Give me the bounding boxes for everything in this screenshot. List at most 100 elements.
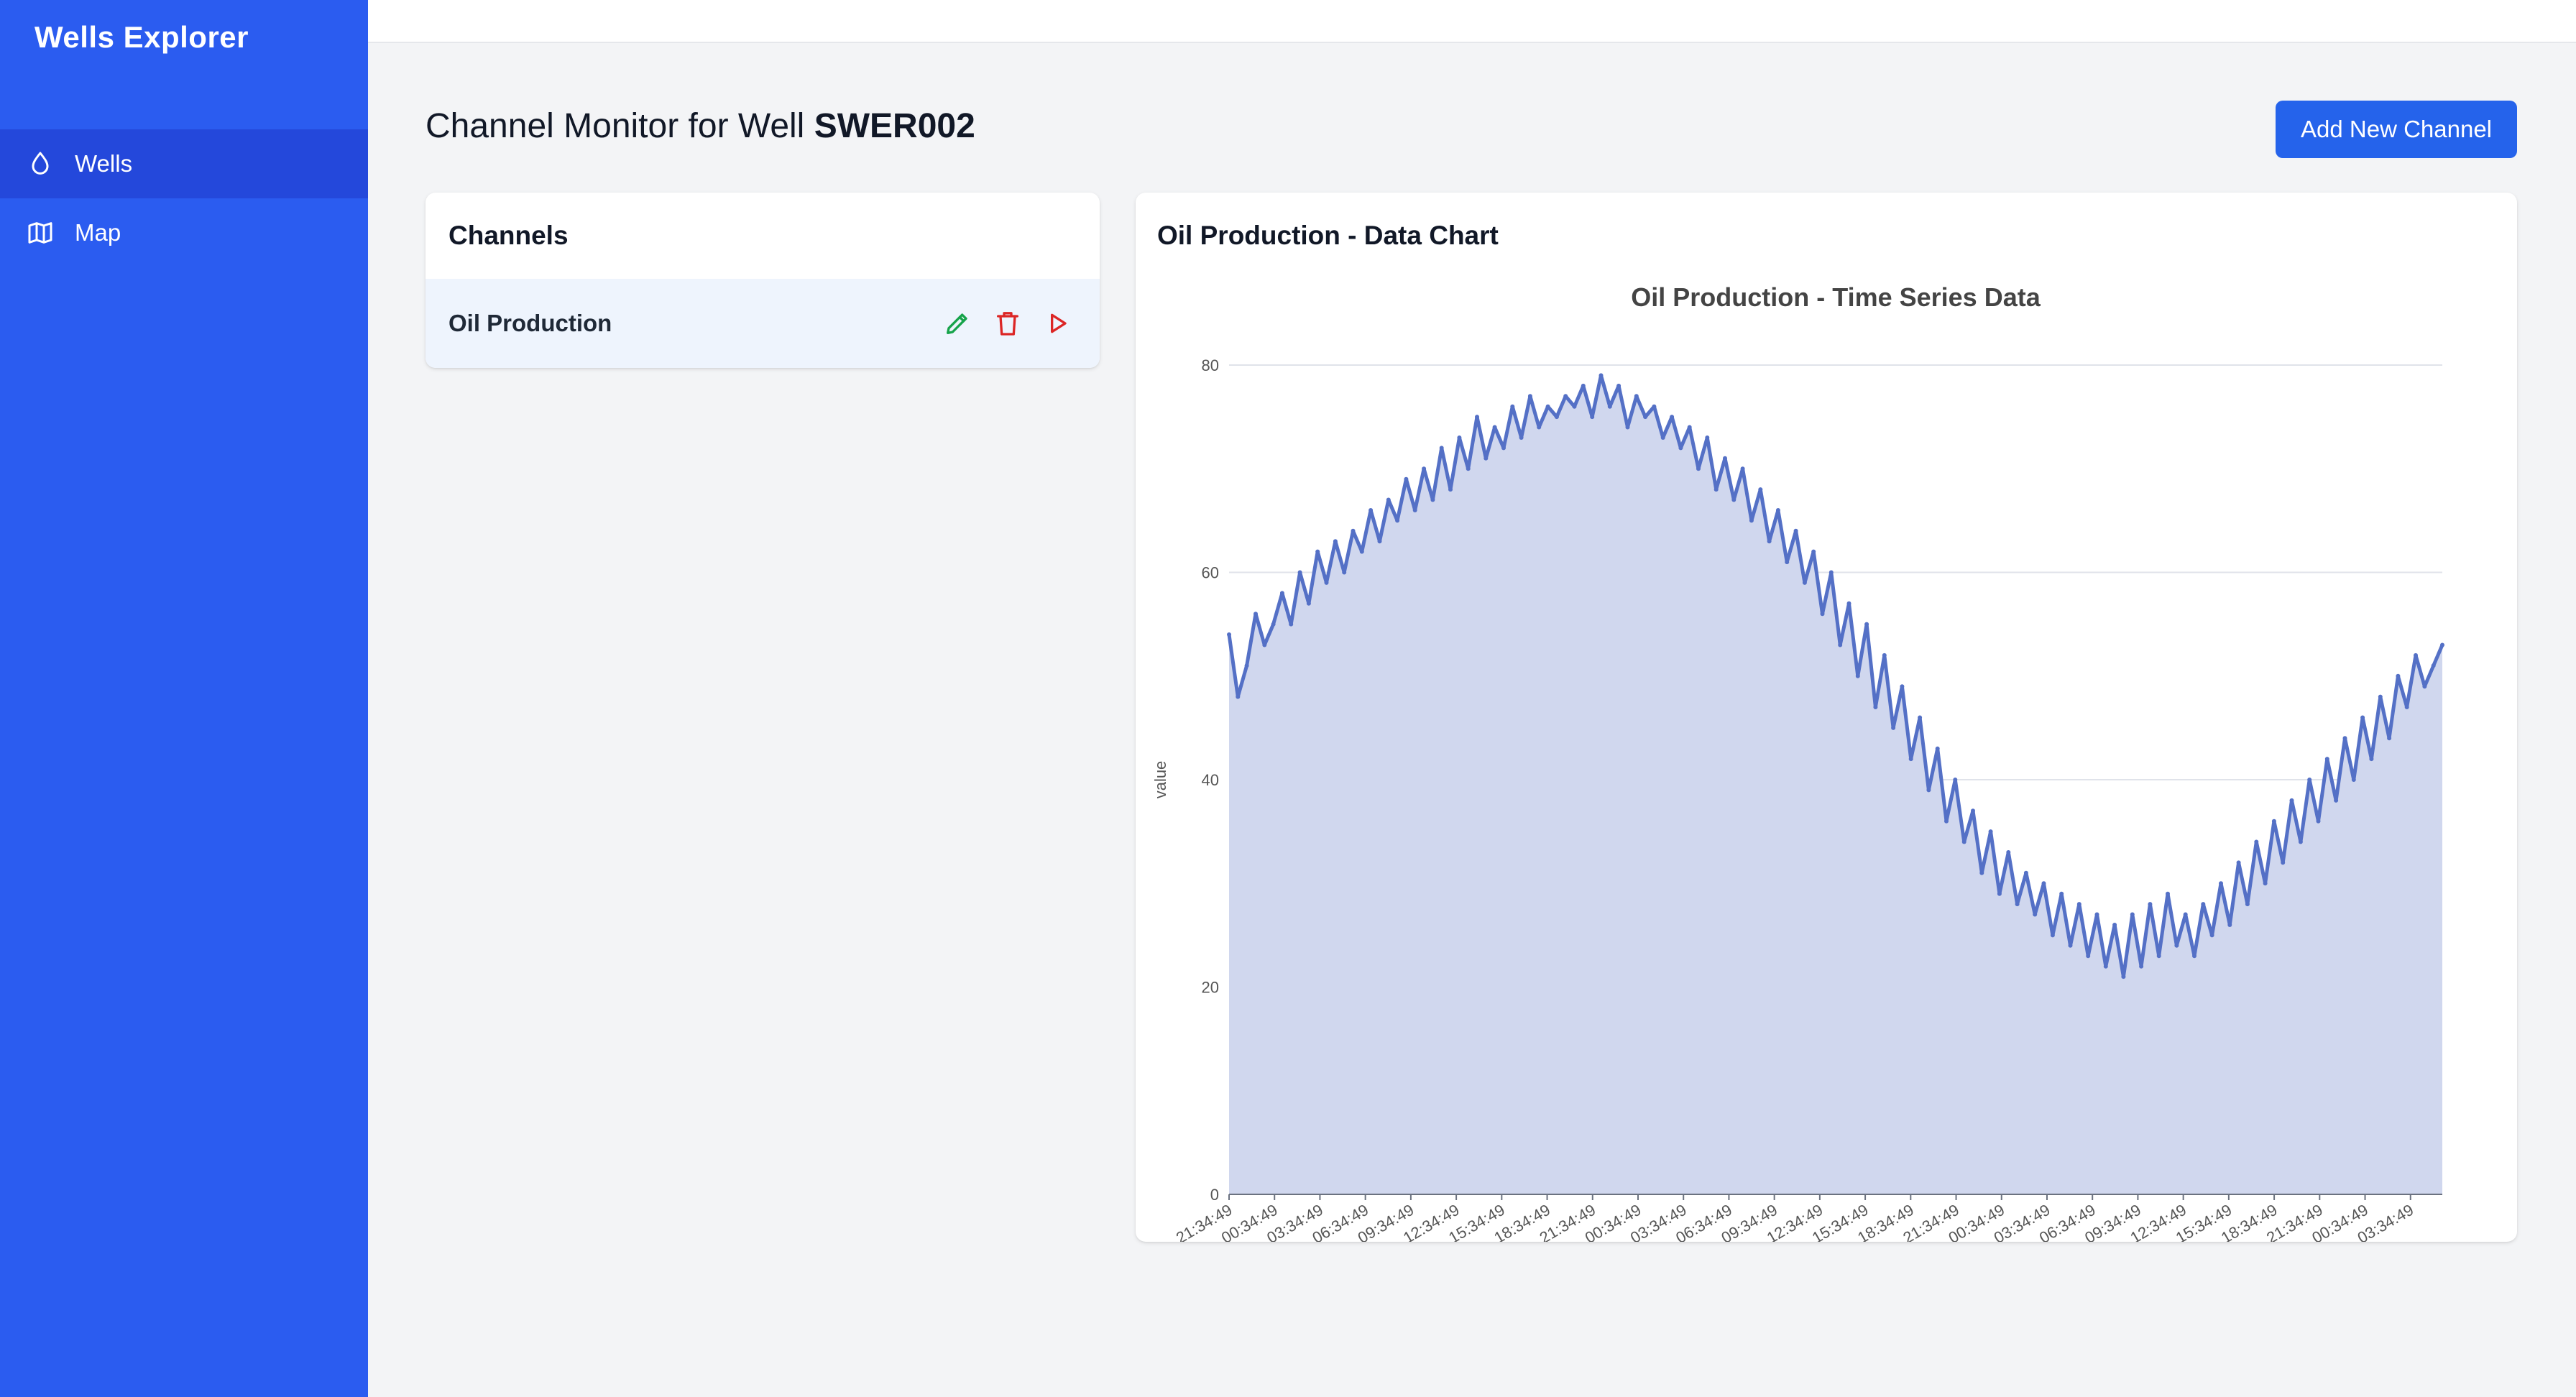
edit-icon[interactable] <box>942 308 973 339</box>
data-point <box>1244 663 1249 668</box>
data-point <box>2201 902 2206 907</box>
add-new-channel-button[interactable]: Add New Channel <box>2276 101 2517 158</box>
data-point <box>2263 881 2268 886</box>
data-point <box>2103 964 2108 969</box>
data-point <box>2342 736 2347 741</box>
data-point <box>1775 508 1780 512</box>
droplet-icon <box>24 148 56 180</box>
y-tick-label: 0 <box>1210 1186 1219 1204</box>
data-point <box>1236 694 1241 699</box>
data-point <box>2094 912 2099 917</box>
data-point <box>1315 549 1320 554</box>
data-point <box>1412 508 1417 512</box>
y-axis-label: value <box>1151 761 1169 799</box>
data-point <box>1634 394 1639 399</box>
data-point <box>2281 860 2286 865</box>
chart-title: Oil Production - Time Series Data <box>1631 282 2041 312</box>
data-point <box>1359 549 1364 554</box>
sidebar-item-label: Wells <box>75 150 133 177</box>
data-point <box>1820 612 1825 617</box>
data-point <box>2023 870 2028 875</box>
data-point <box>1572 404 1577 409</box>
data-point <box>1607 404 1612 409</box>
sidebar-item-map[interactable]: Map <box>0 198 368 267</box>
y-tick-label: 20 <box>1202 979 1219 997</box>
time-series-chart: Oil Production - Time Series Data 0 20 40 60… <box>1151 282 2444 1242</box>
data-point <box>1785 560 1790 565</box>
data-point <box>1935 746 1940 751</box>
data-point <box>1342 570 1347 575</box>
y-tick-label: 60 <box>1202 564 1219 582</box>
data-point <box>2006 850 2011 854</box>
data-point <box>2334 798 2339 803</box>
data-point <box>1873 705 1878 709</box>
data-point <box>1457 435 1462 440</box>
delete-icon[interactable] <box>992 308 1024 339</box>
data-point <box>1802 580 1807 585</box>
data-point <box>2050 933 2055 938</box>
channel-row[interactable]: Oil Production <box>426 279 1100 368</box>
y-tick-label: 40 <box>1202 771 1219 789</box>
channel-name: Oil Production <box>448 310 612 336</box>
data-point <box>1404 476 1409 481</box>
chart-card: Oil Production - Data Chart Oil Producti… <box>1136 193 2517 1242</box>
data-point <box>1900 684 1905 689</box>
play-icon[interactable] <box>1042 308 1074 339</box>
data-point <box>1324 580 1329 585</box>
data-point <box>1670 415 1675 420</box>
channels-card-title: Channels <box>448 221 569 250</box>
data-point <box>2271 819 2276 824</box>
data-point <box>1492 425 1497 430</box>
data-point <box>2316 819 2321 824</box>
data-point <box>2431 663 2436 668</box>
data-point <box>1475 415 1479 420</box>
data-point <box>2192 954 2196 959</box>
data-point <box>1793 528 1798 533</box>
data-point <box>2015 902 2020 907</box>
series-area <box>1229 375 2442 1194</box>
data-point <box>1828 570 1834 575</box>
data-point <box>1740 466 1745 471</box>
data-point <box>1368 508 1374 512</box>
app-brand: Wells Explorer <box>34 20 249 54</box>
sidebar-item-wells[interactable]: Wells <box>0 129 368 198</box>
data-point <box>1598 373 1604 378</box>
channels-card: Channels Oil Production <box>426 193 1100 368</box>
data-point <box>2130 912 2135 917</box>
data-point <box>2033 912 2038 917</box>
data-point <box>1386 497 1391 502</box>
data-point <box>1297 570 1302 575</box>
data-point <box>1377 539 1382 544</box>
data-point <box>2387 736 2392 741</box>
data-point <box>1545 404 1550 409</box>
data-point <box>1838 642 1843 647</box>
data-point <box>1926 788 1931 793</box>
data-point <box>2307 778 2312 782</box>
data-point <box>1714 487 1719 492</box>
data-point <box>1395 518 1400 523</box>
data-point <box>2378 694 2383 699</box>
data-point <box>1731 497 1736 502</box>
data-point <box>1891 725 1896 730</box>
data-point <box>1846 601 1852 606</box>
data-point <box>2148 902 2153 907</box>
data-point <box>1333 539 1338 544</box>
data-point <box>2351 778 2356 782</box>
data-point <box>1581 383 1586 388</box>
data-point <box>2076 902 2082 907</box>
data-point <box>2236 860 2241 865</box>
data-point <box>1510 404 1515 409</box>
data-point <box>2254 839 2259 844</box>
data-point <box>1501 446 1506 451</box>
data-point <box>1953 778 1958 782</box>
data-point <box>1448 487 1453 492</box>
data-point <box>2298 839 2303 844</box>
data-point <box>1961 839 1966 844</box>
data-point <box>1554 415 1559 420</box>
data-point <box>1997 891 2002 896</box>
data-point <box>1351 528 1356 533</box>
data-point <box>1971 808 1975 813</box>
data-point <box>2121 974 2126 979</box>
data-point <box>1908 757 1913 762</box>
data-point <box>1625 425 1630 430</box>
